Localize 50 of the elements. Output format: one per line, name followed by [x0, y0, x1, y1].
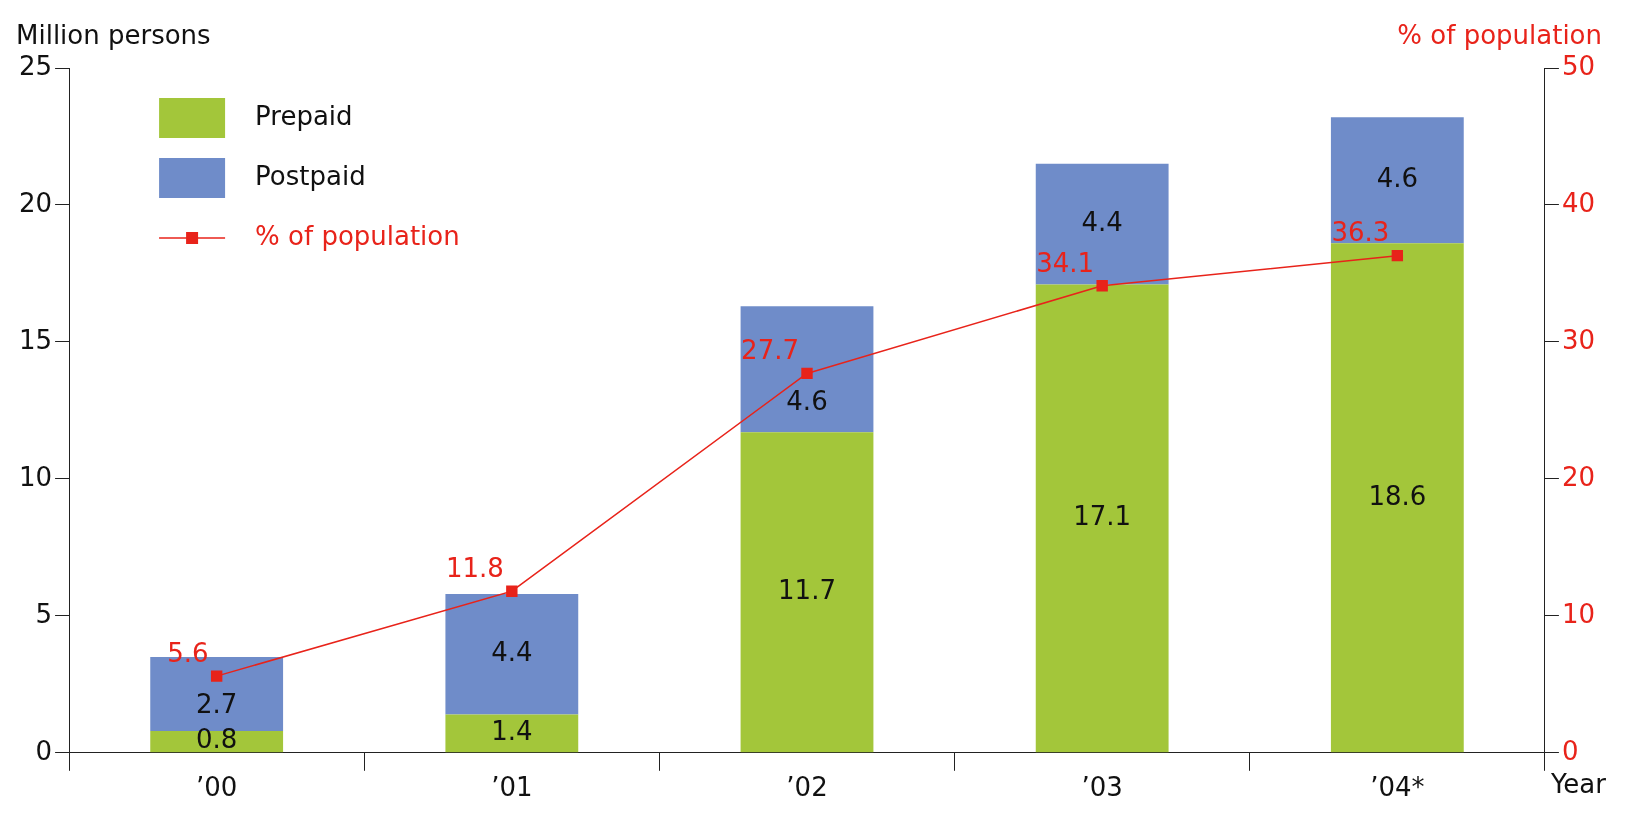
x-axis-title: Year: [1549, 768, 1607, 799]
data-label: 36.3: [1331, 217, 1390, 248]
y-tick-label: 5: [35, 598, 53, 629]
bar: [1330, 243, 1464, 753]
point: [210, 670, 223, 682]
data-label: 4.4: [1081, 206, 1123, 237]
legend-label: Postpaid: [255, 160, 366, 191]
data-label: 11.8: [445, 552, 504, 583]
data-label: 18.6: [1368, 480, 1427, 511]
data-label: 4.6: [1376, 163, 1419, 194]
y-tick-label: 0: [35, 735, 53, 766]
bar: [1330, 117, 1464, 244]
x-tick-label: ’03: [1081, 772, 1123, 803]
x-tick-label: ’00: [195, 772, 238, 803]
bar: [1035, 163, 1169, 285]
y2-tick-label: 10: [1561, 598, 1596, 629]
y2-tick-label: 40: [1561, 187, 1596, 218]
data-label: 4.6: [786, 386, 828, 417]
y2-tick-label: 50: [1561, 50, 1596, 81]
y2-axis-title: % of population: [1397, 19, 1602, 50]
x-tick-label: ’04*: [1370, 772, 1425, 803]
y-tick-label: 20: [18, 187, 53, 218]
legend-label: % of population: [255, 220, 460, 251]
data-label: 27.7: [741, 335, 799, 366]
bar: [740, 432, 874, 753]
data-label: 1.4: [491, 716, 533, 747]
data-label: 34.1: [1036, 247, 1095, 278]
y2-tick-label: 30: [1561, 324, 1596, 355]
data-label: 0.8: [195, 724, 238, 755]
point: [1391, 249, 1404, 262]
y-tick-label: 25: [18, 50, 53, 81]
data-label: 4.4: [491, 636, 533, 667]
bar: [445, 593, 579, 715]
bar: [740, 306, 874, 433]
point: [801, 367, 813, 380]
y2-tick-label: 0: [1561, 735, 1579, 766]
x-tick-label: ’02: [786, 772, 828, 803]
y-axis-title: Million persons: [16, 19, 211, 50]
y-tick-label: 15: [18, 324, 53, 355]
data-label: 2.7: [195, 688, 238, 719]
x-tick-label: ’01: [491, 772, 533, 803]
bar: [445, 714, 579, 753]
legend-label: Prepaid: [255, 100, 353, 131]
point: [1096, 280, 1108, 292]
data-label: 17.1: [1073, 501, 1132, 532]
y2-tick-label: 20: [1561, 461, 1596, 492]
point: [506, 585, 518, 597]
data-label: 11.7: [778, 575, 836, 606]
y-tick-label: 10: [18, 461, 53, 492]
bar: [1035, 284, 1169, 753]
